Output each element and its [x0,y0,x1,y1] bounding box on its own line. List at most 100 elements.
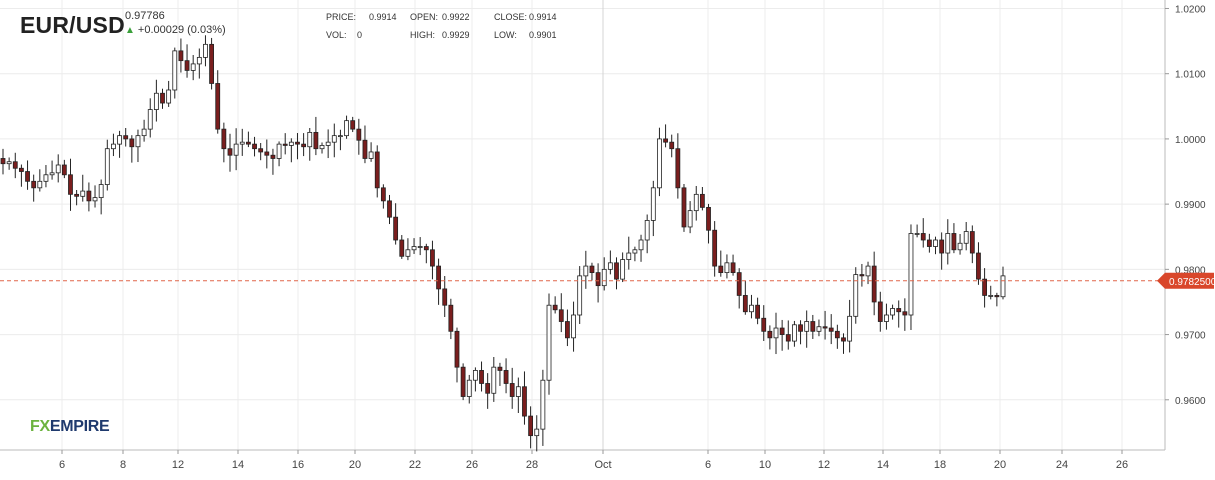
y-tick-label: 1.0000 [1175,135,1206,146]
candle-body [687,210,693,228]
vol-label: VOL: [326,30,347,40]
candle-body [871,265,877,303]
candle-body [847,315,853,342]
candle [215,70,221,134]
candle-body [828,327,834,332]
candle-body [147,109,153,130]
candle [153,79,159,122]
x-tick-label: 26 [1116,459,1128,471]
candle [485,373,491,409]
candle-body [528,415,534,437]
candle [258,142,264,161]
y-tick-label: 1.0100 [1175,70,1206,81]
x-tick-label: 24 [1056,459,1068,471]
candle-body [153,92,159,110]
candle [583,250,589,289]
candle-body [988,295,994,297]
price-change-value: +0.00029 (0.03%) [137,24,226,36]
candle-body [595,272,601,287]
candle [920,218,926,248]
candle [969,225,975,264]
candle [472,367,478,392]
candle [712,221,718,277]
candle [436,258,441,305]
candlestick-series [0,35,1006,452]
candle-body [589,265,595,274]
candle [552,296,558,314]
candle [816,319,822,337]
candle-body [663,138,668,143]
candle-body [515,386,521,397]
candle-body [43,174,49,182]
candle [442,276,448,317]
candle [988,285,994,300]
candle [669,134,675,158]
candle-body [675,148,681,189]
candle-body [203,43,208,58]
candle-body [80,190,86,197]
x-tick-label: Oct [594,459,611,471]
candle [117,130,122,158]
candle-body [503,370,509,384]
candle-body [37,180,43,189]
candle-body [650,187,656,221]
candle-body [166,89,172,104]
candle [798,320,803,345]
candle-body [859,274,865,277]
candle [178,38,184,73]
candle [675,133,681,199]
candle-body [430,249,435,267]
candle [288,138,294,163]
candle-body [571,314,576,339]
y-axis: 1.0200 1.0100 1.0000 0.9900 0.9800 0.9700 0.96… [1165,4,1206,407]
candle [209,37,214,90]
x-tick-label: 20 [349,459,361,471]
candle-body [184,60,190,71]
candle-body [552,304,558,311]
candle-body [681,187,687,228]
candle [313,116,319,156]
candle-body [767,330,773,339]
price-change: ▲ +0.00029 (0.03%) [125,24,226,36]
candle-body [920,233,926,241]
candle-body [12,161,18,169]
candle-body [104,148,110,185]
candle [203,35,208,67]
candle-body [387,200,392,218]
candle [380,184,386,209]
candle [374,145,380,198]
candle-body [221,128,227,150]
candle [111,133,116,157]
candle [454,327,460,383]
candle [49,160,55,180]
candle-body [356,128,362,141]
candle [847,299,853,353]
candle-body [307,131,313,148]
low-label: LOW: [494,30,517,40]
x-tick-label: 10 [759,459,771,471]
candle [718,250,724,277]
candle-body [779,327,785,335]
candle [638,234,644,262]
candle-body [951,233,957,251]
candle [558,293,564,333]
candle-body [583,265,589,277]
candle-body [939,239,945,254]
candle [160,88,165,109]
x-tick-label: 12 [818,459,830,471]
candle [589,262,595,281]
candle [699,186,705,211]
candle [773,312,779,355]
candle [98,179,104,215]
candle-body [908,233,914,316]
candle-body [865,265,871,277]
candle-body [135,135,141,148]
candle [982,268,987,308]
candle-body [798,324,803,332]
candle [926,233,932,253]
candle [227,133,233,172]
candle [362,125,368,164]
candle [681,183,687,232]
candle-body [534,428,540,437]
